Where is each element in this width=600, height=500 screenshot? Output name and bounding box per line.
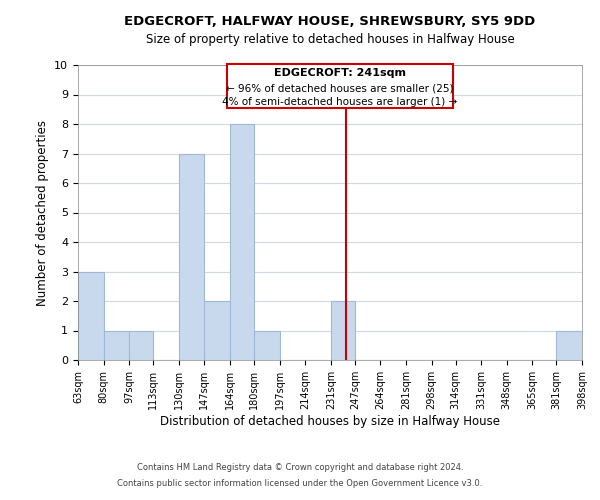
Text: 4% of semi-detached houses are larger (1) →: 4% of semi-detached houses are larger (1… [222,97,457,107]
Text: ← 96% of detached houses are smaller (25): ← 96% of detached houses are smaller (25… [226,84,454,94]
Bar [556,330,582,360]
Text: Size of property relative to detached houses in Halfway House: Size of property relative to detached ho… [146,32,514,46]
Text: Contains HM Land Registry data © Crown copyright and database right 2024.: Contains HM Land Registry data © Crown c… [137,464,463,472]
Bar [129,330,153,360]
Y-axis label: Number of detached properties: Number of detached properties [36,120,49,306]
Text: Contains public sector information licensed under the Open Government Licence v3: Contains public sector information licen… [118,478,482,488]
X-axis label: Distribution of detached houses by size in Halfway House: Distribution of detached houses by size … [160,414,500,428]
Bar [205,301,230,360]
Bar [254,330,280,360]
Text: EDGECROFT: 241sqm: EDGECROFT: 241sqm [274,68,406,78]
Text: EDGECROFT, HALFWAY HOUSE, SHREWSBURY, SY5 9DD: EDGECROFT, HALFWAY HOUSE, SHREWSBURY, SY… [124,15,536,28]
Bar [331,301,355,360]
Bar [104,330,129,360]
Bar [230,124,254,360]
Bar [179,154,205,360]
Bar [78,272,104,360]
FancyBboxPatch shape [227,64,452,108]
